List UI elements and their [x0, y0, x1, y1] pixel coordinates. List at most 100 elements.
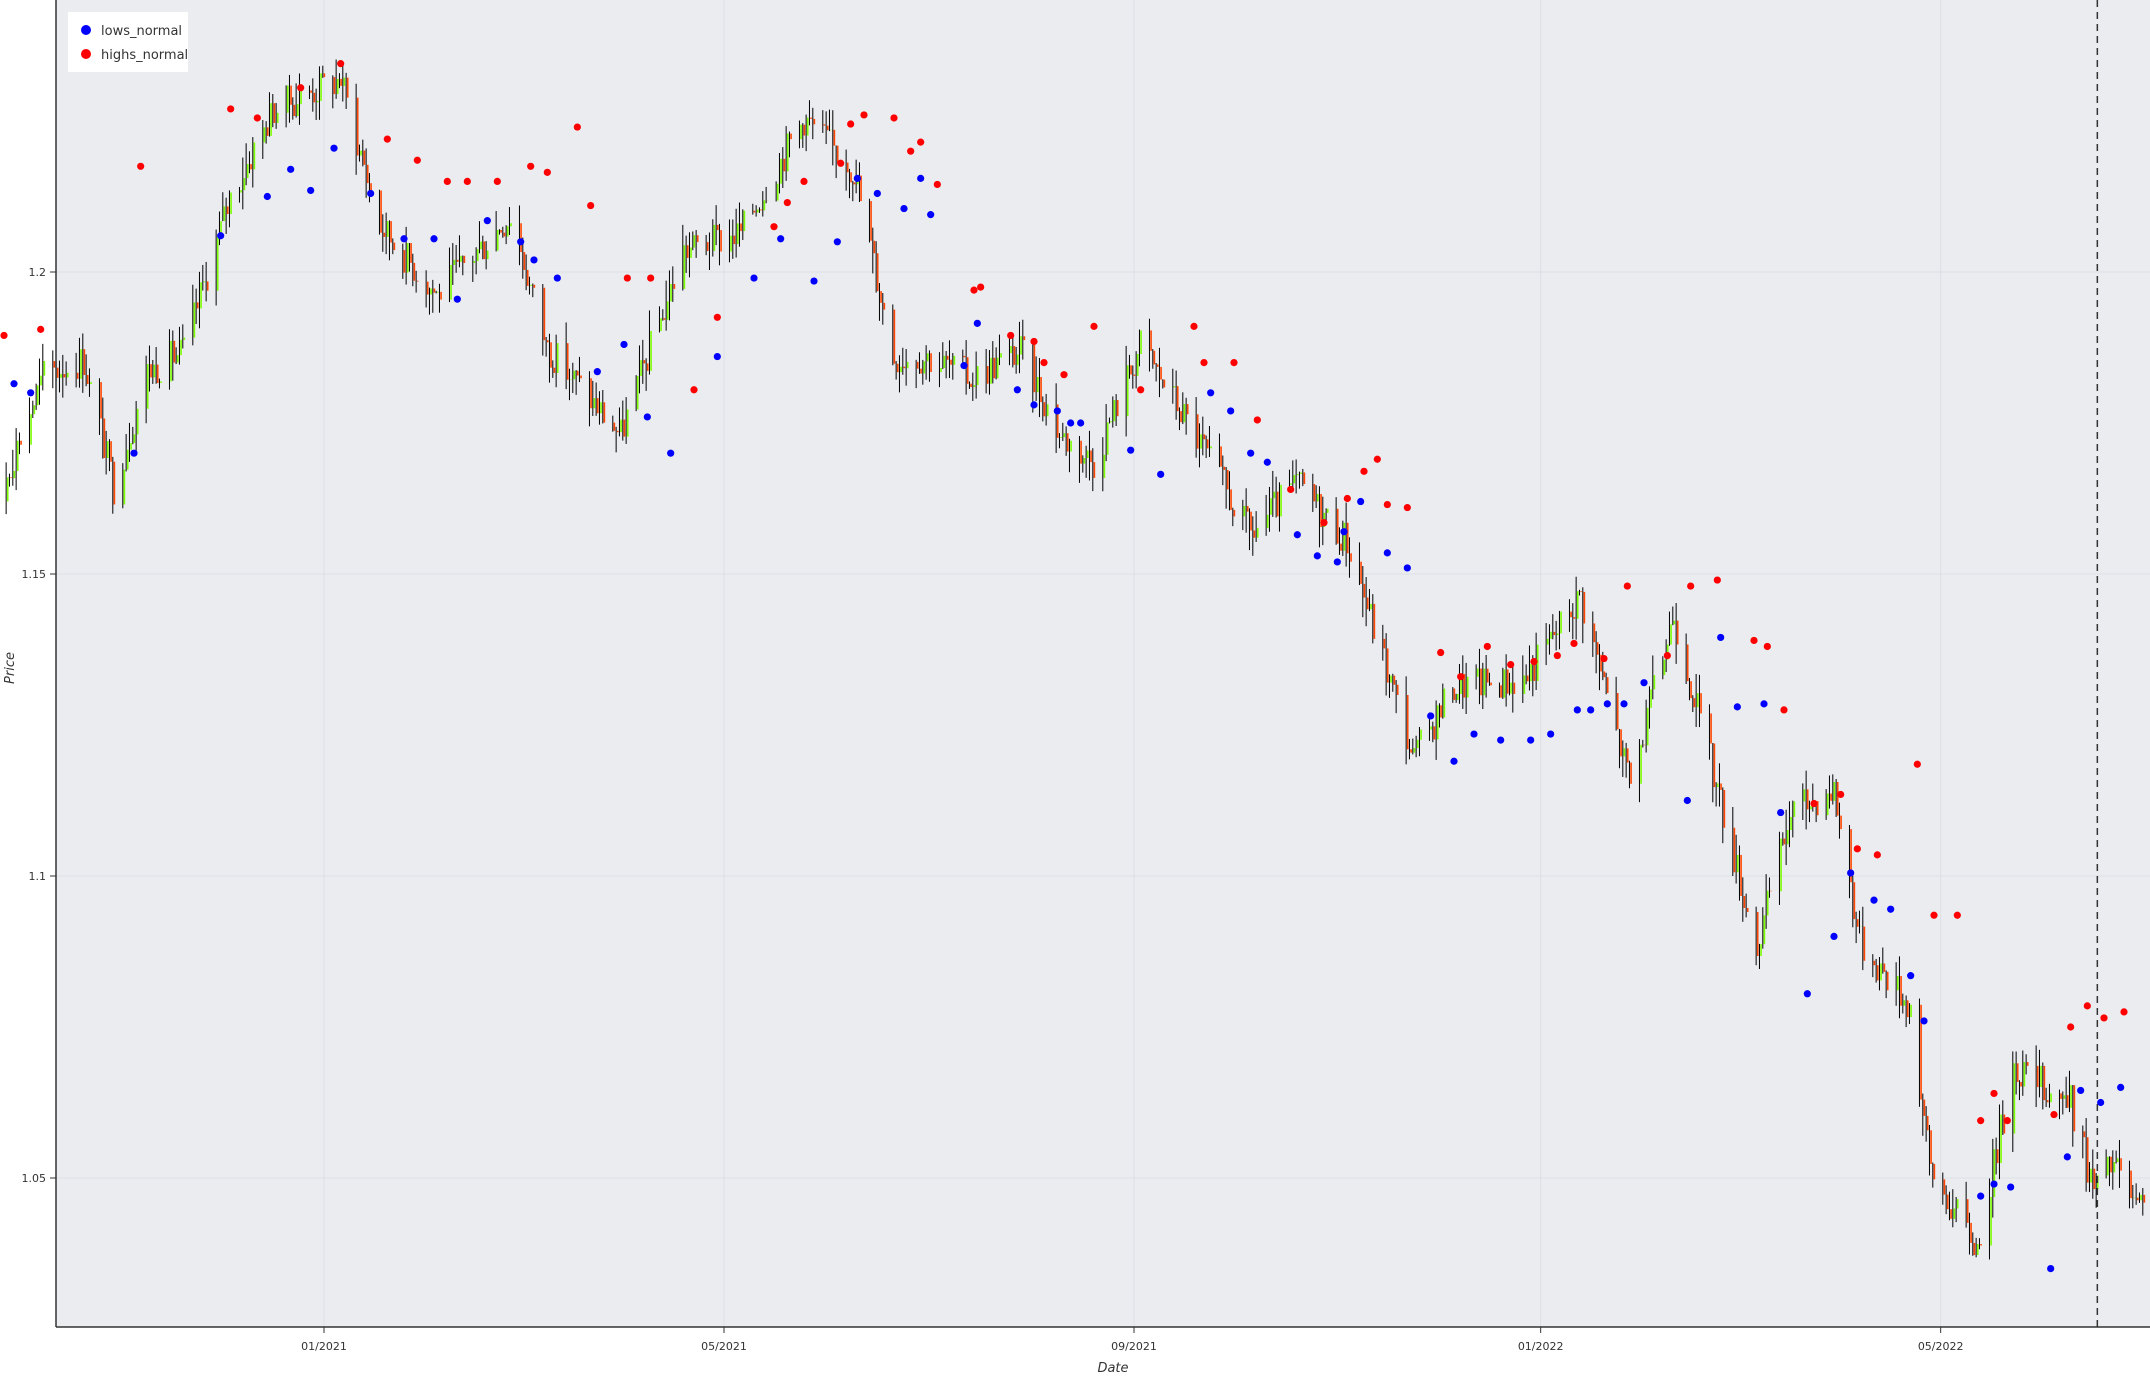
lows-normal-point [620, 340, 628, 349]
highs-normal-point [2083, 1002, 2091, 1010]
lows-normal-point [1620, 700, 1628, 708]
lows-normal-point [1977, 1192, 1985, 1200]
highs-normal-point [1810, 799, 1818, 808]
lows-normal-point [1383, 549, 1391, 557]
lows-normal-point [287, 165, 295, 173]
lows-normal-point [960, 362, 968, 370]
lows-normal-point [530, 256, 538, 264]
lows-normal-point [27, 389, 35, 397]
highs-normal-point [1977, 1117, 1985, 1125]
highs-normal-point [1530, 657, 1538, 666]
lows-normal-point [1683, 796, 1691, 805]
lows-normal-point [453, 295, 461, 303]
y-tick-label: 1.2 [29, 266, 47, 279]
highs-normal-point [1040, 359, 1048, 367]
lows-normal-point [1907, 972, 1915, 980]
lows-normal-point [1293, 531, 1301, 539]
lows-normal-point [1227, 407, 1235, 415]
highs-normal-point [977, 283, 985, 291]
lows-normal-point [1067, 419, 1075, 427]
plot-background [56, 0, 2150, 1327]
highs-normal-point [1750, 636, 1758, 645]
highs-normal-point [1383, 500, 1391, 509]
lows-normal-point [1313, 552, 1321, 560]
lows-normal-point [1013, 386, 1021, 394]
highs-normal-point [890, 114, 898, 122]
lows-normal-point [2117, 1083, 2125, 1091]
y-tick-label: 1.15 [22, 568, 47, 581]
lows-normal-point [667, 449, 675, 457]
lows-normal-point [1470, 730, 1478, 738]
lows-normal-point [1403, 564, 1411, 572]
lows-normal-point [2007, 1183, 2015, 1191]
highs-normal-point [1780, 706, 1788, 714]
highs-normal-point [463, 177, 471, 185]
y-axis-ticks: 1.05 1.1 1.15 1.2 [22, 266, 56, 1185]
lows-normal-point [1990, 1180, 1998, 1188]
lows-normal-point [1427, 712, 1435, 720]
lows-normal-point [1587, 706, 1595, 714]
highs-normal-point [1287, 485, 1295, 494]
lows-normal-point [330, 144, 338, 152]
ohlc-bars [5, 59, 2146, 1260]
x-tick-label: 05/2022 [1918, 1340, 1964, 1353]
highs-normal-point [1253, 416, 1261, 424]
lows-normal-point [1450, 757, 1458, 765]
lows-normal-point [1717, 633, 1725, 642]
x-axis-title: Date [1097, 1361, 1128, 1376]
highs-normal-point [1360, 467, 1368, 475]
highs-normal-point [1437, 648, 1445, 657]
lows-normal-point [1340, 528, 1348, 536]
lows-normal-point [517, 238, 525, 246]
highs-normal-point [1030, 337, 1038, 346]
highs-normal-point [1373, 455, 1381, 463]
highs-normal-point [917, 138, 925, 146]
highs-normal-point [783, 198, 791, 207]
lows-normal-point [1760, 700, 1768, 708]
lows-normal-point [777, 235, 785, 243]
lows-normal-point [1847, 869, 1855, 877]
highs-normal-point [713, 313, 721, 321]
lows-normal-point [217, 232, 225, 240]
lows-normal-point [713, 352, 721, 361]
highs-normal-point [860, 111, 868, 119]
x-axis-ticks: 01/2021 05/2021 09/2021 01/2022 05/2022 [301, 1327, 1964, 1353]
highs-normal-point [1320, 519, 1328, 527]
lows-normal-point [750, 274, 758, 282]
highs-normal-point [337, 60, 345, 68]
lows-normal-point [1333, 558, 1341, 566]
lows-normal-point [2097, 1098, 2105, 1107]
lows-normal-point [973, 319, 981, 327]
legend-box [68, 12, 188, 72]
highs-normal-point [2050, 1110, 2058, 1119]
highs-normal-point [1060, 371, 1068, 379]
highs-normal-point [1570, 639, 1578, 648]
highs-normal-point [907, 147, 915, 155]
lows-normal-point [1263, 458, 1271, 466]
lows-normal-point [1053, 407, 1061, 415]
lows-normal-point [430, 235, 438, 243]
lows-normal-point [1247, 449, 1255, 457]
highs-normal-point [1687, 582, 1695, 590]
highs-normal-point [227, 105, 235, 113]
lows-normal-point [810, 277, 818, 285]
highs-normal-point [443, 177, 451, 185]
lows-normal-point [307, 186, 315, 195]
lows-normal-point [1803, 990, 1811, 998]
lows-normal-point [2047, 1265, 2055, 1273]
y-tick-label: 1.05 [22, 1172, 47, 1185]
highs-normal-point [253, 114, 261, 122]
lows-normal-point [263, 192, 271, 201]
lows-normal-point [1547, 730, 1555, 738]
highs-normal-point [1137, 386, 1145, 394]
lows-normal-point [553, 274, 561, 282]
lows-normal-point [900, 204, 908, 213]
highs-normal-point [1953, 911, 1961, 919]
highs-normal-point [1623, 582, 1631, 590]
lows-normal-point [833, 238, 841, 246]
lows-normal-point [483, 217, 491, 225]
pivot-markers [0, 60, 2128, 1273]
lows-normal-point [400, 235, 408, 243]
highs-normal-point [1457, 673, 1465, 681]
